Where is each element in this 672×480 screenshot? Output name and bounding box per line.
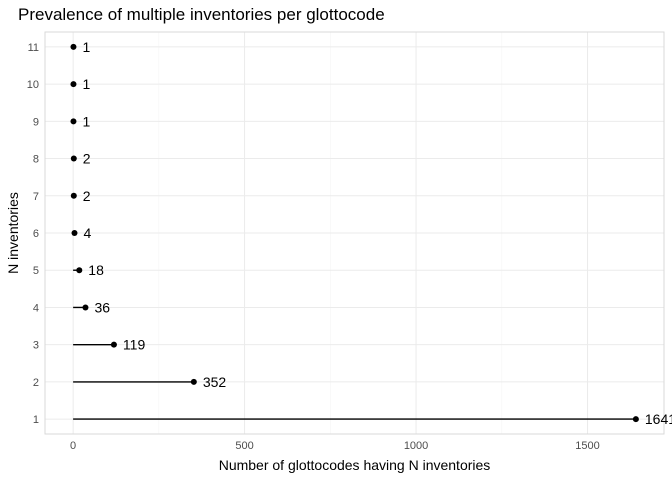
lollipop-point — [70, 43, 77, 50]
panel-border — [44, 31, 665, 435]
x-axis-title: Number of glottocodes having N inventori… — [219, 457, 491, 473]
y-tick-label: 2 — [33, 377, 39, 389]
x-axis-ticks: 0 500 1000 1500 — [70, 440, 600, 452]
lollipop-point — [632, 416, 639, 423]
lollipop-point — [71, 230, 78, 236]
data-label: 352 — [203, 374, 227, 390]
x-tick-label: 500 — [235, 440, 253, 452]
y-tick-label: 11 — [28, 42, 39, 54]
data-label: 2 — [83, 188, 91, 204]
y-tick-label: 9 — [33, 116, 39, 128]
data-label: 36 — [94, 299, 110, 315]
data-label: 18 — [88, 262, 104, 278]
chart-title: Prevalence of multiple inventories per g… — [18, 5, 385, 24]
lollipop-point — [190, 378, 197, 385]
y-axis-title: N inventories — [5, 192, 21, 274]
data-label: 1 — [82, 39, 90, 55]
y-tick-label: 4 — [33, 302, 39, 314]
lollipop-point — [70, 81, 77, 88]
data-marks: 1641 352 119 36 18 4 2 2 1 1 1 — [70, 39, 672, 427]
y-tick-label: 6 — [33, 228, 39, 240]
data-label: 1 — [82, 113, 90, 129]
data-label: 1 — [82, 76, 90, 92]
x-tick-label: 1000 — [404, 440, 428, 452]
y-axis-ticks: 1 2 3 4 5 6 7 8 9 10 11 — [27, 42, 39, 426]
y-tick-label: 7 — [33, 191, 39, 203]
lollipop-point — [70, 118, 77, 125]
data-label: 4 — [83, 225, 91, 241]
x-tick-label: 1500 — [575, 440, 599, 452]
y-tick-label: 1 — [33, 414, 39, 426]
y-tick-label: 5 — [33, 265, 39, 277]
lollipop-point — [70, 155, 77, 162]
lollipop-point — [110, 341, 117, 348]
grid-lines — [45, 32, 664, 434]
y-tick-label: 3 — [33, 340, 39, 352]
data-label: 119 — [123, 337, 146, 353]
data-label: 1641 — [645, 411, 672, 427]
y-tick-label: 8 — [33, 154, 39, 166]
lollipop-point — [76, 267, 83, 274]
data-label: 2 — [83, 151, 91, 167]
lollipop-point — [82, 304, 89, 311]
lollipop-point — [70, 192, 77, 199]
x-tick-label: 0 — [70, 440, 76, 452]
y-tick-label: 10 — [27, 79, 39, 91]
